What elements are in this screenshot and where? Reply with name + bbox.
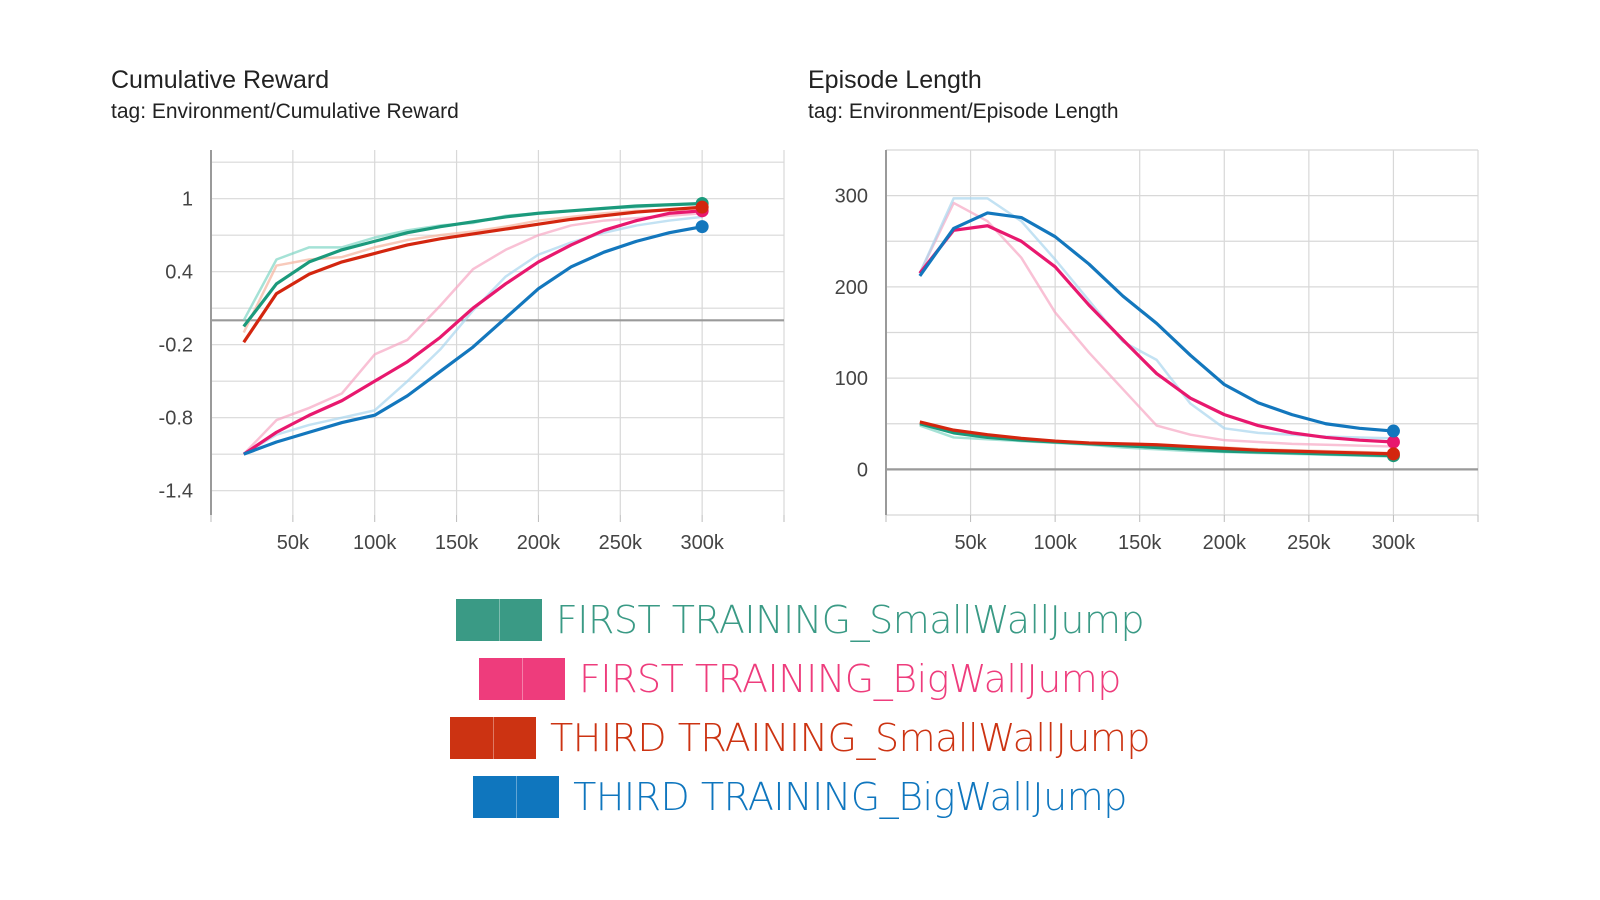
legend-swatch [479, 657, 566, 700]
charts-canvas: 1 0.4 -0.2 -0.8 -1.4 50k 100k 150k 200k 250k 300k 3… [159, 149, 1479, 554]
y-tick-label: -1.4 [159, 481, 193, 503]
series-line-raw-length [918, 197, 1394, 440]
x-tick-label: 100k [1033, 532, 1077, 554]
legend-label: FIRST TRAINING_SmallWallJump [555, 597, 1145, 642]
x-tick-label: 100k [353, 532, 397, 554]
y-tick-label: 200 [835, 277, 868, 299]
legend-swatch [455, 598, 542, 641]
series-line-reward [243, 225, 703, 456]
y-tick-label: 0.4 [165, 262, 193, 284]
series-endpoint-length [1386, 435, 1400, 449]
legend-label: FIRST TRAINING_BigWallJump [579, 656, 1121, 701]
series-line-reward [242, 209, 703, 456]
series-endpoint-length [1386, 447, 1400, 461]
y-tick-label: -0.2 [159, 335, 193, 357]
series-line-length [919, 420, 1394, 456]
series-line-raw-reward [242, 212, 703, 456]
series-endpoint-reward [695, 220, 709, 234]
series-line-length [919, 422, 1394, 458]
x-tick-label: 200k [1203, 532, 1247, 554]
series-endpoint-length [1386, 424, 1400, 438]
legend-item: FIRST TRAINING_BigWallJump [0, 649, 1600, 708]
y-tick-label: -0.8 [159, 408, 193, 430]
legend-swatch [449, 716, 536, 759]
chart-title-cumulative-reward: Cumulative Reward [111, 66, 330, 94]
x-tick-label: 50k [277, 532, 310, 554]
series-line-length [918, 224, 1394, 444]
y-tick-label: 100 [835, 368, 868, 390]
x-tick-label: 300k [1372, 532, 1416, 554]
series-endpoint-reward [695, 200, 709, 214]
y-tick-label: 1 [182, 189, 193, 211]
x-tick-label: 150k [1118, 532, 1162, 554]
series-line-reward [242, 205, 703, 344]
series-line-reward [242, 201, 703, 328]
legend-label: THIRD TRAINING_BigWallJump [573, 774, 1127, 819]
x-tick-label: 50k [954, 532, 987, 554]
legend-item: THIRD TRAINING_BigWallJump [0, 767, 1600, 826]
x-tick-label: 250k [1287, 532, 1331, 554]
series-line-length [918, 211, 1394, 433]
chart-subtitle-cumulative-reward: tag: Environment/Cumulative Reward [111, 100, 459, 123]
y-tick-label: 300 [835, 186, 868, 208]
legend-label: THIRD TRAINING_SmallWallJump [549, 715, 1151, 760]
chart-subtitle-episode-length: tag: Environment/Episode Length [808, 100, 1119, 123]
x-tick-label: 150k [435, 532, 479, 554]
series-line-raw-reward [243, 215, 703, 456]
y-tick-label: 0 [857, 459, 868, 481]
x-tick-label: 250k [599, 532, 643, 554]
legend-item: FIRST TRAINING_SmallWallJump [0, 590, 1600, 649]
x-tick-label: 300k [680, 532, 724, 554]
legend-item: THIRD TRAINING_SmallWallJump [0, 708, 1600, 767]
x-tick-label: 200k [517, 532, 561, 554]
series-line-raw-length [918, 201, 1394, 448]
chart-title-episode-length: Episode Length [808, 66, 982, 94]
legend: FIRST TRAINING_SmallWallJump FIRST TRAIN… [0, 590, 1600, 826]
legend-swatch [473, 775, 560, 818]
